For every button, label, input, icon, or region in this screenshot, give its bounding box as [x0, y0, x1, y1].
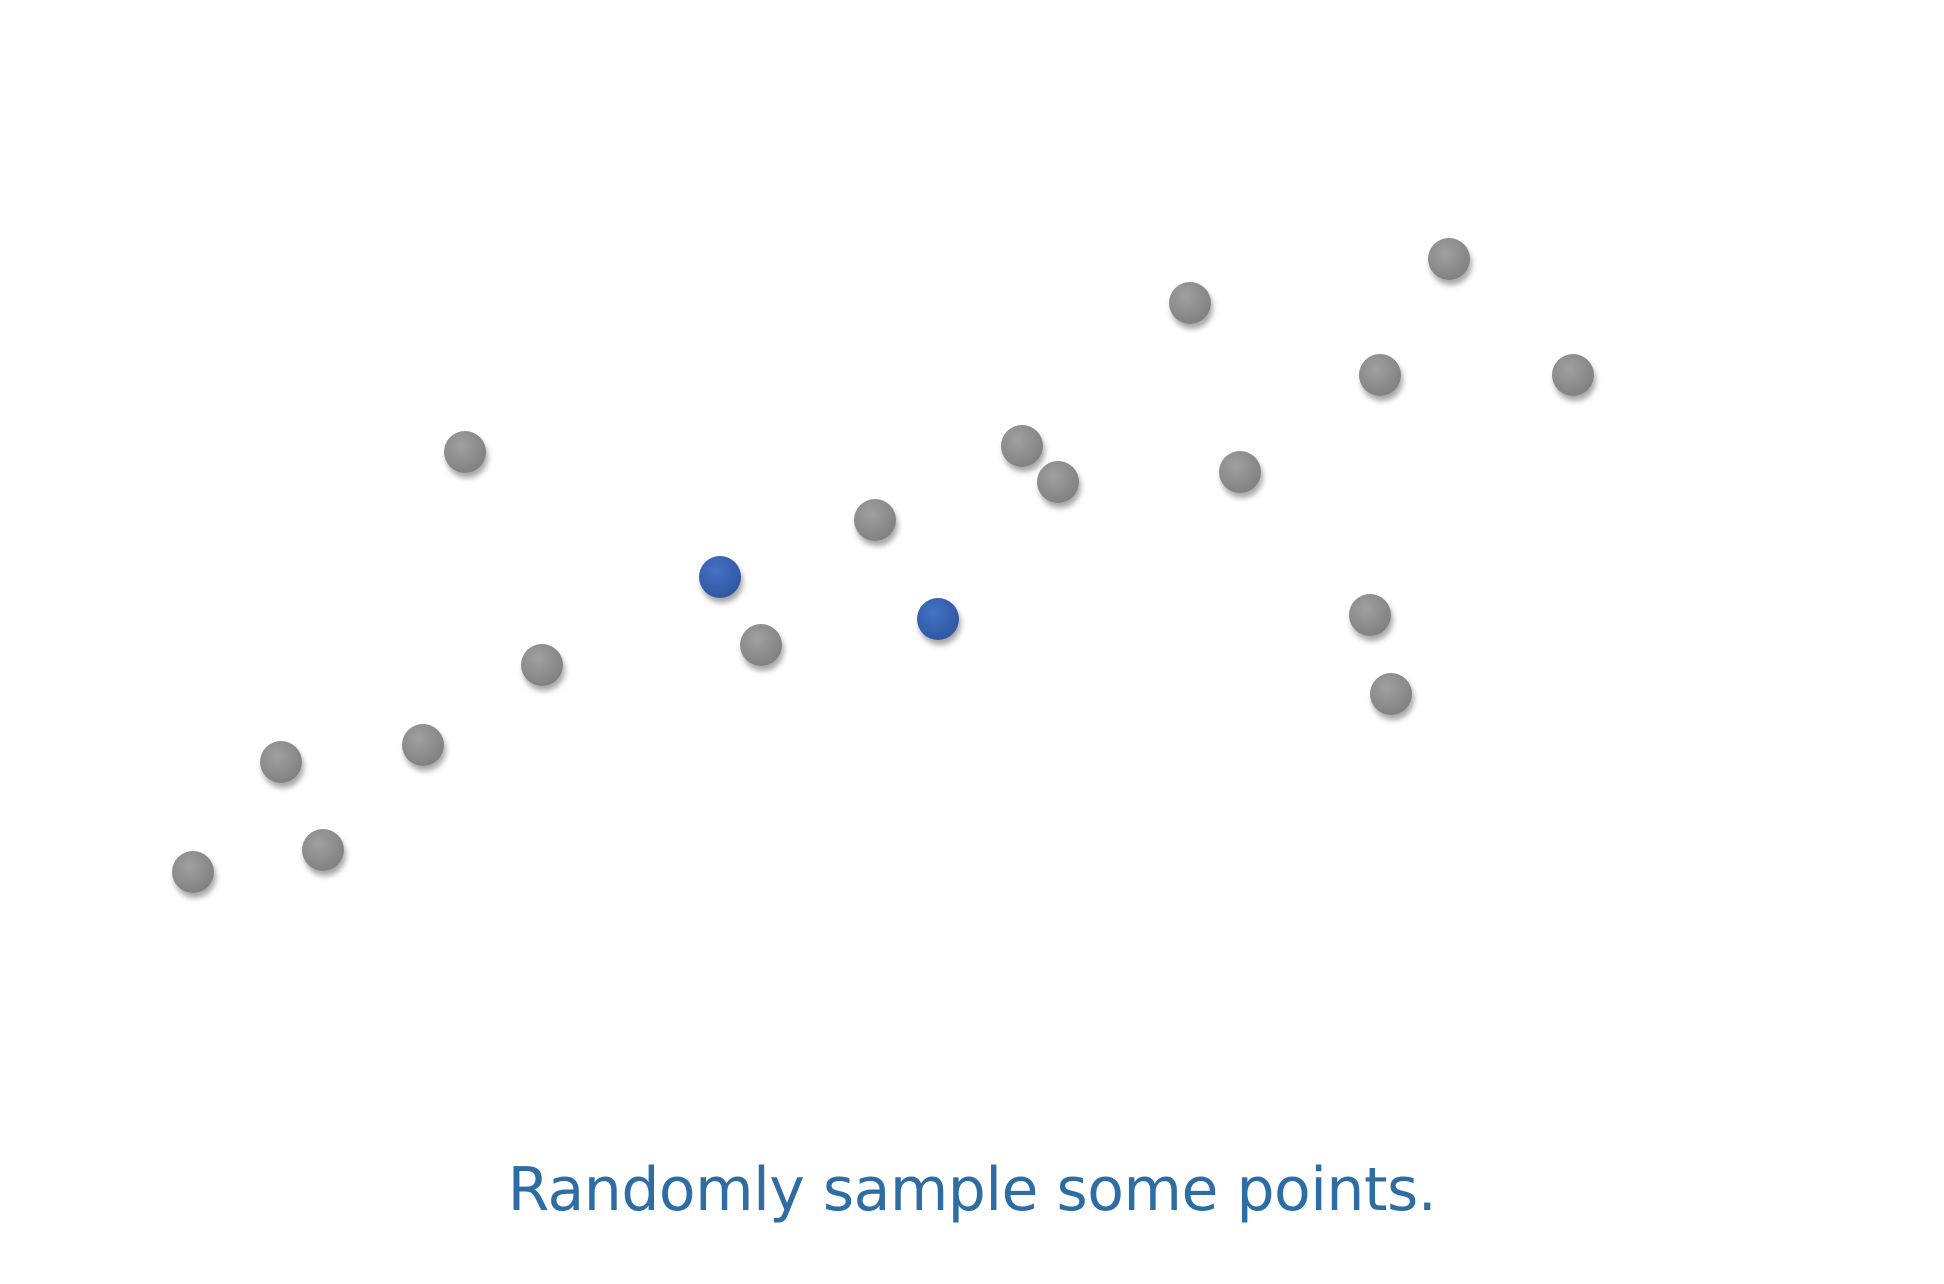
- caption-text: Randomly sample some points.: [507, 1155, 1437, 1225]
- data-point-9: [1001, 425, 1043, 467]
- data-point-12: [1219, 451, 1261, 493]
- data-point-15: [1552, 354, 1594, 396]
- data-point-6: [444, 431, 486, 473]
- sampled-point-1: [699, 556, 741, 598]
- data-point-10: [1037, 461, 1079, 503]
- data-point-5: [521, 644, 563, 686]
- data-point-11: [1169, 282, 1211, 324]
- data-point-3: [260, 741, 302, 783]
- data-point-16: [1349, 594, 1391, 636]
- data-point-8: [854, 499, 896, 541]
- data-point-17: [1370, 673, 1412, 715]
- data-points: [172, 238, 1594, 893]
- data-point-14: [1428, 238, 1470, 280]
- data-point-4: [402, 724, 444, 766]
- data-point-2: [302, 829, 344, 871]
- data-point-7: [740, 624, 782, 666]
- sampled-point-2: [917, 598, 959, 640]
- data-point-13: [1359, 354, 1401, 396]
- data-point-1: [172, 851, 214, 893]
